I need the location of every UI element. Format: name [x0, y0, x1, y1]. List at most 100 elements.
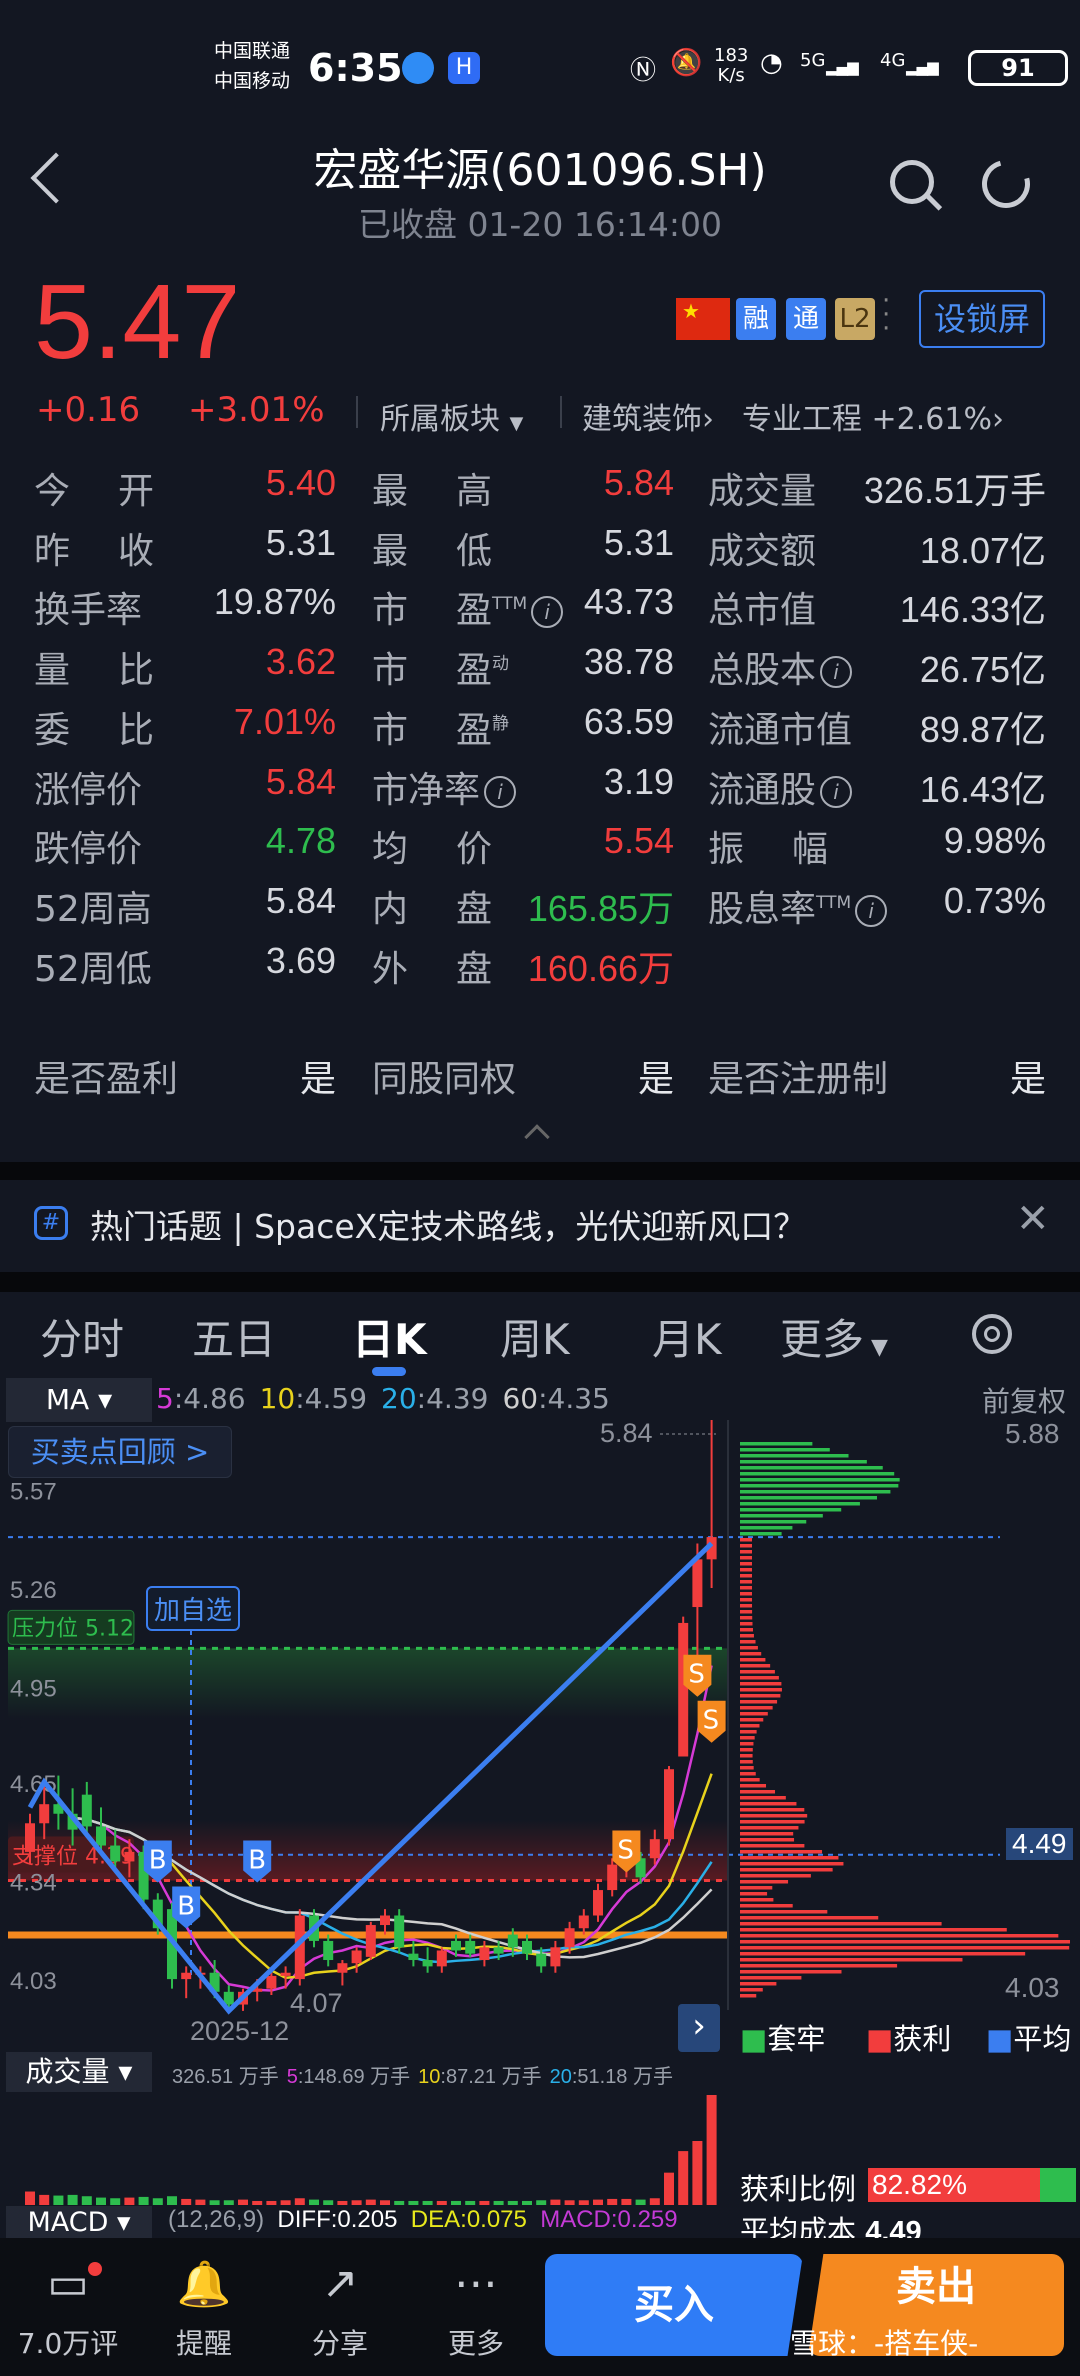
- l2-badge[interactable]: L2: [835, 298, 875, 340]
- candle-body: [138, 1851, 149, 1900]
- volume-bar: [550, 2199, 561, 2205]
- trade-marker-label: S: [688, 1660, 705, 1690]
- tab-intraday[interactable]: 分时: [40, 1315, 125, 1364]
- chip-bar: [740, 1592, 753, 1596]
- volume-bar: [323, 2200, 334, 2205]
- chip-bar: [740, 1670, 775, 1674]
- volume-bar: [96, 2197, 106, 2205]
- volume-bar: [223, 2200, 234, 2205]
- ma-legend-item: 60:4.35: [502, 1382, 610, 1415]
- more-icon[interactable]: ⋯: [454, 2258, 498, 2309]
- stat-value: 5.54: [603, 820, 674, 862]
- chip-legend-trapped: ■套牢: [740, 2022, 826, 2056]
- profit-ratio-bar: 82.82%: [868, 2168, 1076, 2202]
- adjust-mode[interactable]: 前复权: [982, 1385, 1067, 1418]
- more-badges-icon[interactable]: · · ·: [882, 286, 891, 344]
- bell-icon[interactable]: 🔔: [176, 2259, 232, 2310]
- chip-bar: [740, 1946, 1070, 1950]
- chip-bar: [740, 1718, 764, 1722]
- chevron-down-icon: ▼: [509, 413, 524, 434]
- volume-bar: [451, 2200, 461, 2205]
- lock-screen-button[interactable]: 设锁屏: [919, 290, 1045, 348]
- nav-item-label[interactable]: 更多: [447, 2327, 504, 2360]
- chip-bar: [740, 1748, 753, 1752]
- tab-monthly-k[interactable]: 月K: [652, 1315, 722, 1364]
- search-icon[interactable]: [890, 160, 934, 204]
- volume-bar: [351, 2200, 362, 2205]
- chip-bar: [740, 1826, 799, 1830]
- volume-bar: [564, 2200, 575, 2205]
- candle-body: [550, 1947, 561, 1967]
- stat-value: 5.31: [265, 521, 336, 563]
- stat-value: 18.07亿: [919, 529, 1046, 571]
- info-icon[interactable]: i: [531, 596, 564, 629]
- concept-link[interactable]: 专业工程 +2.61%›: [742, 402, 1004, 437]
- tab-five-day[interactable]: 五日: [192, 1315, 277, 1364]
- sector-dropdown[interactable]: 所属板块 ▼: [380, 402, 524, 437]
- tab-daily-k[interactable]: 日K: [352, 1315, 427, 1364]
- info-icon[interactable]: i: [855, 894, 888, 927]
- chip-bar: [740, 1844, 805, 1848]
- candle-body: [53, 1804, 64, 1814]
- add-watch-marker[interactable]: 加自选: [146, 1586, 241, 1631]
- chip-bar: [740, 1958, 963, 1962]
- collapse-caret-icon[interactable]: [524, 1124, 550, 1150]
- stat-label: 昨收: [34, 530, 154, 572]
- stat-label: 总股本 i: [708, 641, 853, 693]
- chip-bar: [740, 1754, 753, 1758]
- volume-dropdown[interactable]: 成交量 ▾: [6, 2052, 152, 2092]
- volume-bar: [479, 2200, 490, 2205]
- ma-dropdown[interactable]: MA ▾: [6, 1378, 152, 1422]
- info-icon[interactable]: i: [820, 775, 853, 808]
- candle-body: [152, 1899, 163, 1929]
- settings-icon[interactable]: [972, 1314, 1012, 1354]
- macd-dropdown[interactable]: MACD ▾: [6, 2206, 152, 2240]
- comment-icon[interactable]: ▭: [47, 2258, 89, 2309]
- volume-bar: [309, 2199, 319, 2205]
- volume-bar: [110, 2198, 121, 2205]
- nav-item-label[interactable]: 7.0万评: [17, 2327, 119, 2360]
- stat-label: 流通股 i: [708, 761, 853, 813]
- y-tick-label: 4.95: [10, 1675, 57, 1702]
- chip-bar: [740, 1604, 753, 1608]
- stat-value: 5.84: [603, 462, 674, 503]
- stat-label: 最低: [372, 530, 492, 572]
- chip-bar: [740, 1538, 752, 1542]
- industry-link[interactable]: 建筑装饰›: [582, 402, 714, 437]
- candle-body: [124, 1851, 135, 1862]
- nav-item-label[interactable]: 提醒: [175, 2327, 232, 2360]
- expand-right-button[interactable]: ›: [678, 2004, 720, 2052]
- nav-item-label[interactable]: 分享: [311, 2327, 368, 2360]
- tab-weekly-k[interactable]: 周K: [500, 1315, 570, 1364]
- x-axis-label: 2025-12: [190, 2016, 289, 2046]
- buy-button[interactable]: 买入: [545, 2254, 803, 2356]
- volume-bar: [649, 2198, 660, 2205]
- connect-badge[interactable]: 通: [786, 298, 826, 340]
- chip-bar: [740, 1778, 760, 1782]
- trade-path-line: [27, 1541, 714, 2015]
- margin-badge[interactable]: 融: [736, 298, 776, 340]
- close-icon[interactable]: ✕: [1016, 1196, 1050, 1242]
- chip-bar: [740, 1886, 773, 1890]
- info-icon[interactable]: i: [484, 775, 517, 808]
- volume-bar: [664, 2172, 674, 2205]
- share-icon[interactable]: ↗: [321, 2258, 359, 2309]
- candle-body: [351, 1950, 362, 1964]
- chip-bar: [740, 1736, 755, 1740]
- hot-topic-link[interactable]: 热门话题 | SpaceX定技术路线，光伏迎新风口？: [90, 1207, 807, 1246]
- chip-bar: [740, 1544, 752, 1548]
- divider: [560, 396, 562, 428]
- net-speed: 183 K/s: [714, 45, 749, 86]
- wifi-icon: ◔: [760, 48, 783, 78]
- info-icon[interactable]: i: [820, 656, 853, 689]
- chip-bar: [740, 1664, 771, 1668]
- signal-4g: 4G: [880, 50, 906, 71]
- chip-bar: [740, 1472, 895, 1476]
- tab-more[interactable]: 更多 ▼: [780, 1315, 888, 1364]
- sell-button[interactable]: 卖出: [808, 2254, 1064, 2356]
- volume-bar: [394, 2200, 405, 2205]
- chip-bar: [740, 1724, 760, 1728]
- chip-bar: [740, 1790, 776, 1794]
- trade-review-button[interactable]: 买卖点回顾 >: [8, 1426, 232, 1478]
